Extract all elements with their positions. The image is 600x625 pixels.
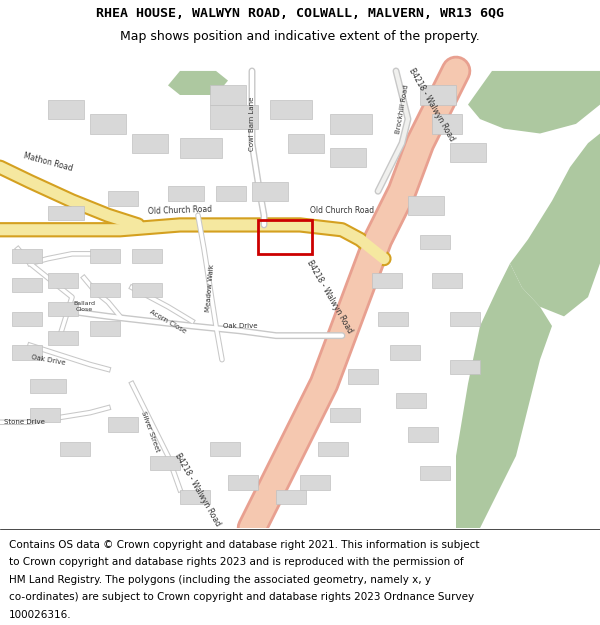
Bar	[132, 249, 162, 264]
Text: Cowl Barn Lane: Cowl Barn Lane	[249, 97, 255, 151]
Bar	[390, 345, 420, 359]
Bar	[318, 441, 348, 456]
Text: co-ordinates) are subject to Crown copyright and database rights 2023 Ordnance S: co-ordinates) are subject to Crown copyr…	[9, 592, 474, 602]
Bar	[372, 273, 402, 288]
Bar	[258, 220, 312, 254]
Bar	[48, 331, 78, 345]
Bar	[12, 345, 42, 359]
Bar	[228, 475, 258, 489]
Bar	[150, 456, 180, 471]
Text: Old Church Road: Old Church Road	[148, 205, 212, 216]
Bar	[180, 138, 222, 158]
Bar	[90, 114, 126, 134]
Bar	[108, 191, 138, 206]
Text: RHEA HOUSE, WALWYN ROAD, COLWALL, MALVERN, WR13 6QG: RHEA HOUSE, WALWYN ROAD, COLWALL, MALVER…	[96, 7, 504, 19]
Bar	[216, 186, 246, 201]
Bar	[450, 359, 480, 374]
Bar	[420, 234, 450, 249]
Bar	[432, 273, 462, 288]
Bar	[396, 393, 426, 408]
Bar	[210, 104, 258, 129]
Bar	[348, 369, 378, 384]
Text: Mathon Road: Mathon Road	[22, 151, 74, 173]
Text: Map shows position and indicative extent of the property.: Map shows position and indicative extent…	[120, 30, 480, 43]
Bar	[12, 249, 42, 264]
Text: to Crown copyright and database rights 2023 and is reproduced with the permissio: to Crown copyright and database rights 2…	[9, 558, 464, 568]
Bar	[90, 282, 120, 297]
Bar	[420, 86, 456, 104]
Bar	[408, 427, 438, 441]
Text: Ballard
Close: Ballard Close	[73, 301, 95, 312]
Bar	[48, 206, 84, 220]
Text: B4218 - Walwyn Road: B4218 - Walwyn Road	[305, 259, 355, 336]
Text: Contains OS data © Crown copyright and database right 2021. This information is : Contains OS data © Crown copyright and d…	[9, 540, 479, 550]
Text: B4218 - Walwyn Road: B4218 - Walwyn Road	[407, 66, 457, 143]
Bar	[210, 86, 246, 104]
Bar	[90, 249, 120, 264]
Bar	[450, 143, 486, 162]
Bar	[300, 475, 330, 489]
Bar	[132, 134, 168, 152]
Bar	[60, 441, 90, 456]
Bar	[12, 311, 42, 326]
Bar	[432, 114, 462, 134]
Bar	[30, 379, 66, 393]
Bar	[420, 466, 450, 480]
Bar	[210, 441, 240, 456]
Text: Oak Drive: Oak Drive	[31, 354, 65, 366]
Text: Brockhill Road: Brockhill Road	[395, 84, 409, 134]
Text: HM Land Registry. The polygons (including the associated geometry, namely x, y: HM Land Registry. The polygons (includin…	[9, 574, 431, 584]
Bar	[330, 114, 372, 134]
Bar	[276, 489, 306, 504]
Bar	[48, 273, 78, 288]
Bar	[450, 311, 480, 326]
Text: Old Church Road: Old Church Road	[310, 206, 374, 215]
Bar	[30, 408, 60, 422]
Bar	[132, 282, 162, 297]
Bar	[252, 182, 288, 201]
Bar	[48, 100, 84, 119]
Bar	[90, 321, 120, 336]
Bar	[330, 408, 360, 422]
Bar	[378, 311, 408, 326]
Bar	[168, 186, 204, 201]
Text: Stone Drive: Stone Drive	[4, 419, 44, 425]
Bar	[108, 418, 138, 432]
Text: 100026316.: 100026316.	[9, 609, 71, 619]
Bar	[408, 196, 444, 215]
Bar	[288, 134, 324, 152]
Text: B4218 - Walwyn Road: B4218 - Walwyn Road	[173, 451, 223, 528]
Text: Meadow Walk: Meadow Walk	[205, 263, 215, 312]
Text: Acorn Close: Acorn Close	[149, 308, 187, 334]
Bar	[330, 148, 366, 167]
Bar	[48, 302, 78, 316]
Text: Silver Street: Silver Street	[140, 411, 160, 453]
Text: Oak Drive: Oak Drive	[223, 323, 257, 329]
Bar	[180, 489, 210, 504]
Bar	[12, 278, 42, 292]
Bar	[270, 100, 312, 119]
